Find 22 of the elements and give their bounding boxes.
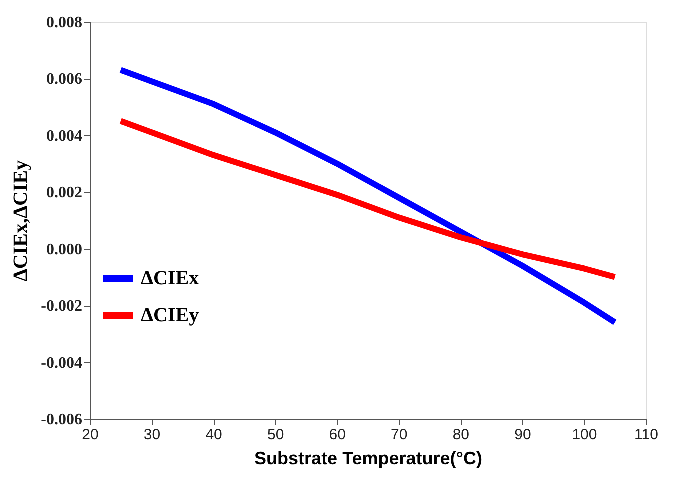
x-tick-label: 30 [144, 426, 161, 444]
x-tick-label: 40 [206, 426, 222, 444]
x-tick-label: 80 [452, 426, 470, 444]
y-tick-label: -0.002 [41, 298, 82, 316]
x-tick-label: 50 [267, 426, 284, 444]
legend-label: ΔCIEx [141, 268, 200, 290]
x-tick-label: 70 [391, 426, 408, 444]
y-axis-title: ΔCIEx,ΔCIEy [10, 160, 32, 282]
x-tick-label: 90 [514, 426, 532, 444]
x-tick-label: 60 [329, 426, 346, 444]
y-tick-label: -0.004 [41, 354, 82, 372]
x-axis-title: Substrate Temperature(°C) [254, 448, 482, 468]
y-tick-label: 0.004 [46, 128, 82, 145]
y-tick-label: -0.006 [41, 412, 82, 428]
y-tick-label: 0.002 [46, 184, 82, 202]
y-tick-label: 0.000 [46, 241, 82, 258]
y-tick-label: 0.006 [46, 71, 82, 88]
y-tick-label: 0.008 [46, 14, 82, 32]
x-tick-label: 20 [82, 426, 99, 444]
legend-label: ΔCIEy [141, 304, 200, 327]
x-tick-label: 100 [572, 426, 598, 444]
x-tick-label: 110 [634, 426, 658, 444]
